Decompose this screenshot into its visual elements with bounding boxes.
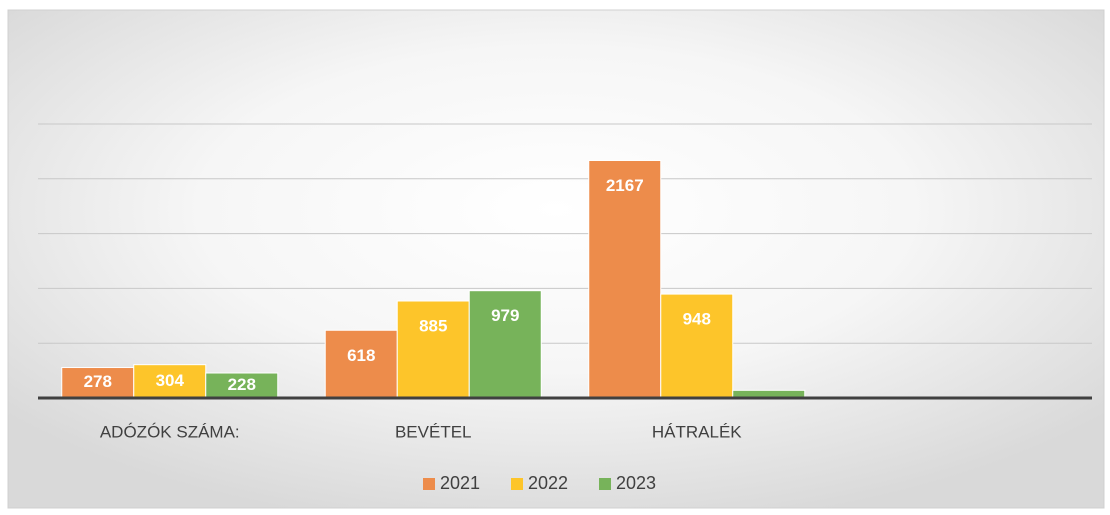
data-label: 885 (419, 316, 447, 335)
chart-area (7, 9, 1105, 509)
legend-swatch (511, 478, 523, 490)
legend-label: 2021 (440, 473, 480, 493)
x-tick-label: ADÓZÓK SZÁMA: (100, 422, 240, 441)
data-label: 948 (683, 310, 711, 329)
x-tick-label: BEVÉTEL (395, 422, 472, 441)
legend-label: 2022 (528, 473, 568, 493)
data-label: 618 (347, 346, 375, 365)
legend-swatch (423, 478, 435, 490)
bar (205, 372, 279, 399)
bar (660, 293, 734, 399)
bar (588, 159, 662, 399)
legend-label: 2023 (616, 473, 656, 493)
data-label: 228 (228, 375, 256, 394)
data-label: 304 (156, 371, 185, 390)
bar (468, 290, 542, 399)
data-label: 278 (84, 372, 112, 391)
bar (324, 329, 398, 399)
bar (396, 300, 470, 399)
data-label: 2167 (606, 176, 644, 195)
x-tick-label: HÁTRALÉK (652, 422, 742, 441)
bar (133, 364, 207, 399)
legend-swatch (599, 478, 611, 490)
data-label: 979 (491, 306, 519, 325)
